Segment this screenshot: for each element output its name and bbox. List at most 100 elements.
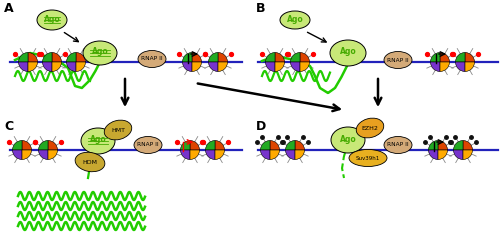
Wedge shape [438, 150, 448, 159]
Text: B: B [256, 2, 266, 15]
Wedge shape [266, 53, 275, 62]
Wedge shape [290, 53, 300, 62]
Wedge shape [28, 62, 38, 71]
Text: EZH2: EZH2 [362, 125, 378, 130]
Ellipse shape [330, 40, 366, 66]
Wedge shape [270, 150, 280, 159]
Wedge shape [22, 140, 32, 150]
Ellipse shape [349, 149, 387, 167]
Text: Ago: Ago [340, 48, 356, 56]
Ellipse shape [356, 118, 384, 138]
Wedge shape [42, 53, 52, 62]
Wedge shape [52, 53, 62, 62]
Wedge shape [300, 62, 310, 71]
Wedge shape [18, 62, 28, 71]
Wedge shape [300, 53, 310, 62]
Wedge shape [275, 53, 284, 62]
Text: RNAP II: RNAP II [141, 56, 163, 61]
Wedge shape [438, 140, 448, 150]
Wedge shape [260, 150, 270, 159]
Wedge shape [180, 150, 190, 159]
Ellipse shape [331, 127, 365, 153]
Wedge shape [192, 53, 202, 62]
Wedge shape [215, 150, 224, 159]
Wedge shape [52, 62, 62, 71]
Wedge shape [465, 53, 474, 62]
Wedge shape [286, 150, 295, 159]
Wedge shape [206, 140, 215, 150]
Ellipse shape [280, 11, 310, 29]
Text: Suv39h1: Suv39h1 [356, 155, 380, 160]
Wedge shape [66, 62, 76, 71]
Wedge shape [180, 140, 190, 150]
Wedge shape [440, 53, 450, 62]
Ellipse shape [83, 41, 117, 65]
Wedge shape [215, 140, 224, 150]
Ellipse shape [384, 137, 412, 154]
Wedge shape [48, 150, 58, 159]
Wedge shape [18, 53, 28, 62]
Wedge shape [454, 150, 463, 159]
Wedge shape [190, 150, 200, 159]
Wedge shape [182, 62, 192, 71]
Wedge shape [76, 62, 86, 71]
Wedge shape [218, 53, 228, 62]
Text: Ago: Ago [44, 15, 60, 24]
Ellipse shape [75, 152, 105, 172]
Text: HDM: HDM [82, 159, 98, 164]
Text: A: A [4, 2, 14, 15]
Text: C: C [4, 120, 13, 133]
Wedge shape [260, 140, 270, 150]
Text: HMT: HMT [111, 128, 125, 133]
Wedge shape [290, 62, 300, 71]
Wedge shape [456, 53, 465, 62]
Wedge shape [66, 53, 76, 62]
Wedge shape [428, 150, 438, 159]
Wedge shape [463, 150, 472, 159]
Ellipse shape [81, 128, 115, 154]
Wedge shape [270, 140, 280, 150]
Wedge shape [192, 62, 202, 71]
Wedge shape [42, 62, 52, 71]
Ellipse shape [384, 51, 412, 69]
Wedge shape [456, 62, 465, 71]
Wedge shape [454, 140, 463, 150]
Text: Ago: Ago [340, 134, 356, 144]
Wedge shape [295, 140, 304, 150]
Wedge shape [12, 140, 22, 150]
Text: RNAP II: RNAP II [387, 143, 409, 148]
Wedge shape [430, 53, 440, 62]
Wedge shape [22, 150, 32, 159]
Text: Ago: Ago [90, 135, 106, 144]
Wedge shape [218, 62, 228, 71]
Wedge shape [428, 140, 438, 150]
Wedge shape [208, 62, 218, 71]
Wedge shape [206, 150, 215, 159]
Text: Ago: Ago [286, 15, 304, 24]
Text: RNAP II: RNAP II [387, 58, 409, 63]
Ellipse shape [134, 137, 162, 154]
Wedge shape [286, 140, 295, 150]
Wedge shape [275, 62, 284, 71]
Wedge shape [266, 62, 275, 71]
Wedge shape [463, 140, 472, 150]
Wedge shape [48, 140, 58, 150]
Ellipse shape [138, 50, 166, 68]
Ellipse shape [37, 10, 67, 30]
Wedge shape [440, 62, 450, 71]
Text: D: D [256, 120, 266, 133]
Text: Ago: Ago [92, 48, 108, 56]
Wedge shape [38, 150, 48, 159]
Wedge shape [182, 53, 192, 62]
Wedge shape [190, 140, 200, 150]
Wedge shape [12, 150, 22, 159]
Wedge shape [208, 53, 218, 62]
Wedge shape [430, 62, 440, 71]
Ellipse shape [104, 120, 132, 140]
Wedge shape [38, 140, 48, 150]
Wedge shape [28, 53, 38, 62]
Wedge shape [76, 53, 86, 62]
Wedge shape [465, 62, 474, 71]
Wedge shape [295, 150, 304, 159]
Text: RNAP II: RNAP II [137, 143, 159, 148]
